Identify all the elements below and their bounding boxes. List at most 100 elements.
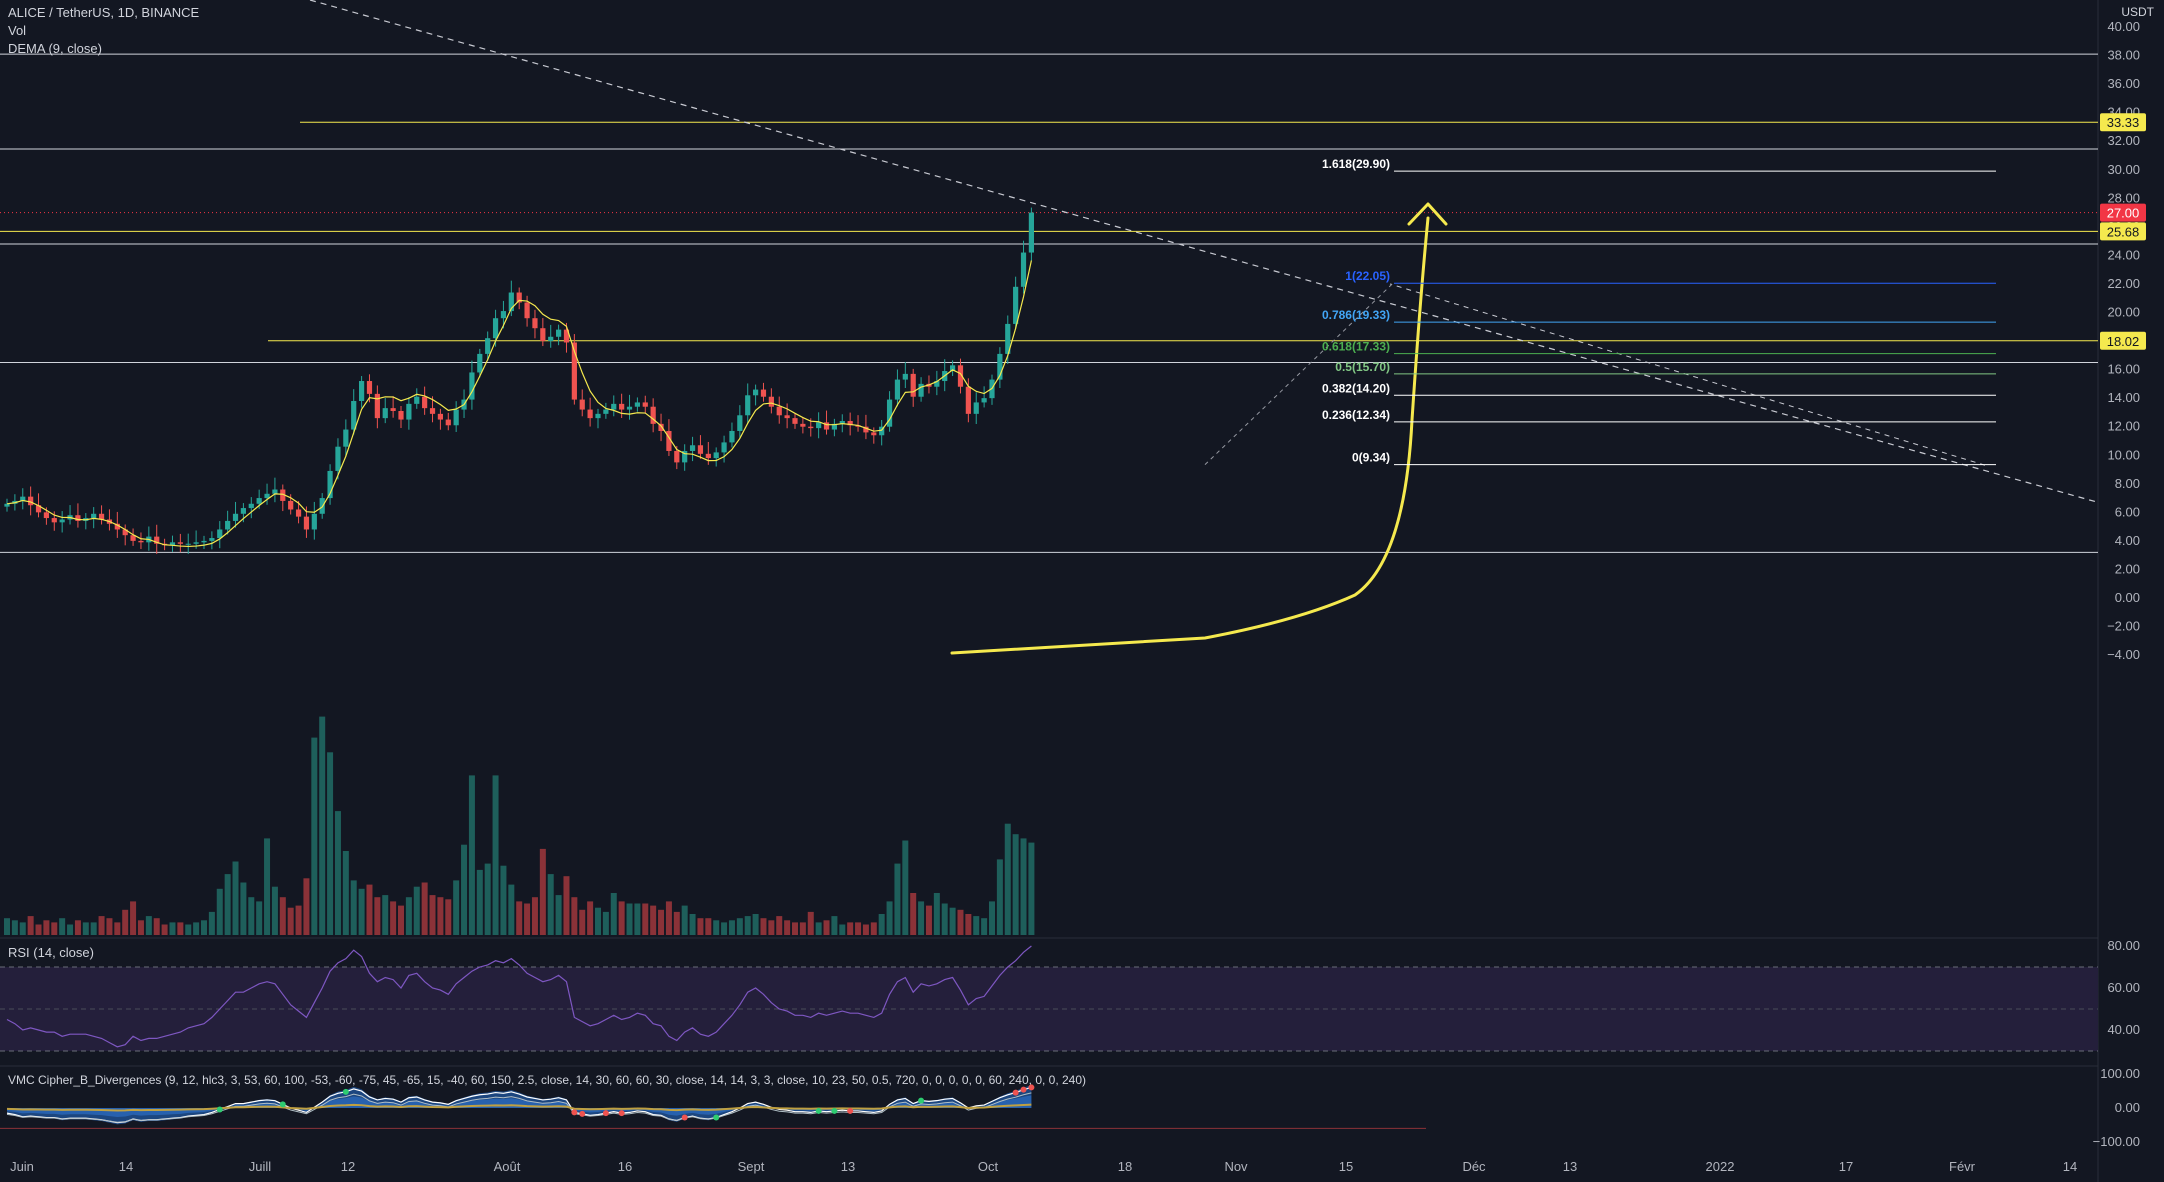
dema-line[interactable]: [6, 260, 1032, 548]
candle-body[interactable]: [556, 329, 562, 337]
candle-body[interactable]: [288, 500, 294, 510]
candle-body[interactable]: [689, 445, 696, 451]
candle-body[interactable]: [713, 452, 719, 459]
candle-body[interactable]: [745, 395, 751, 416]
candle-body[interactable]: [950, 365, 956, 372]
candle-body[interactable]: [753, 389, 759, 396]
candle-body[interactable]: [524, 302, 530, 319]
vol-indicator-label[interactable]: Vol: [8, 23, 27, 38]
candle-body[interactable]: [185, 543, 191, 545]
candle-body[interactable]: [721, 442, 727, 453]
candle-body[interactable]: [492, 318, 499, 339]
candle-body[interactable]: [138, 540, 144, 543]
candle-body[interactable]: [406, 403, 412, 420]
candle-body[interactable]: [75, 515, 81, 521]
price-tag[interactable]: [2100, 331, 2146, 350]
candle-body[interactable]: [154, 536, 160, 544]
candle-body[interactable]: [209, 538, 215, 541]
symbol-title[interactable]: ALICE / TetherUS, 1D, BINANCE: [8, 5, 200, 20]
vmc-pane-title[interactable]: VMC Cipher_B_Divergences (9, 12, hlc3, 3…: [8, 1073, 1087, 1087]
candle-body[interactable]: [98, 513, 105, 520]
candle-body[interactable]: [477, 353, 483, 373]
candle-body[interactable]: [792, 418, 798, 424]
candle-body[interactable]: [398, 410, 404, 420]
candle-body[interactable]: [500, 311, 507, 319]
candle-body[interactable]: [760, 389, 767, 397]
price-tag[interactable]: [2100, 203, 2146, 222]
candle-body[interactable]: [847, 420, 853, 426]
candle-body[interactable]: [248, 503, 254, 509]
candle-body[interactable]: [272, 489, 278, 494]
candle-body[interactable]: [839, 420, 845, 424]
candle-body[interactable]: [374, 393, 380, 419]
candle-body[interactable]: [784, 415, 790, 419]
candle-body[interactable]: [626, 406, 633, 410]
candle-body[interactable]: [303, 516, 310, 530]
candle-body[interactable]: [800, 423, 806, 427]
candle-body[interactable]: [729, 430, 735, 443]
candle-body[interactable]: [965, 386, 971, 414]
candle-body[interactable]: [35, 505, 42, 513]
candle-body[interactable]: [422, 396, 428, 409]
candle-body[interactable]: [697, 445, 704, 454]
candle-body[interactable]: [343, 429, 349, 447]
candle-body[interactable]: [816, 422, 822, 429]
candle-body[interactable]: [351, 401, 357, 430]
candle-body[interactable]: [516, 292, 522, 303]
candle-body[interactable]: [902, 373, 908, 380]
candle-body[interactable]: [611, 403, 617, 410]
candle-body[interactable]: [280, 489, 286, 501]
candle-body[interactable]: [295, 509, 302, 517]
trendline-secondary[interactable]: [1389, 283, 1986, 466]
candle-body[interactable]: [579, 399, 585, 410]
candle-body[interactable]: [768, 396, 774, 407]
candle-body[interactable]: [532, 318, 538, 329]
candle-body[interactable]: [232, 513, 239, 521]
candle-body[interactable]: [863, 426, 869, 433]
candle-body[interactable]: [981, 398, 987, 403]
candle-body[interactable]: [43, 512, 49, 519]
candle-body[interactable]: [894, 379, 901, 400]
candle-body[interactable]: [595, 413, 601, 419]
candle-body[interactable]: [548, 336, 554, 342]
candle-body[interactable]: [335, 446, 341, 471]
candle-body[interactable]: [130, 535, 136, 541]
candle-body[interactable]: [619, 403, 625, 410]
candle-body[interactable]: [871, 432, 877, 436]
price-tag[interactable]: [2100, 113, 2146, 132]
candle-body[interactable]: [359, 381, 365, 402]
candle-body[interactable]: [540, 328, 546, 342]
candle-body[interactable]: [634, 402, 640, 407]
candle-body[interactable]: [382, 408, 388, 419]
candle-body[interactable]: [366, 381, 373, 394]
candle-body[interactable]: [934, 381, 940, 387]
candle-body[interactable]: [51, 518, 57, 523]
candle-body[interactable]: [414, 396, 420, 404]
candle-body[interactable]: [1005, 323, 1011, 354]
drawn-curve[interactable]: [950, 216, 1430, 655]
candle-body[interactable]: [264, 493, 270, 499]
candle-body[interactable]: [910, 373, 916, 397]
candle-body[interactable]: [737, 415, 743, 431]
candle-body[interactable]: [20, 496, 26, 501]
candle-body[interactable]: [957, 365, 964, 387]
candle-body[interactable]: [650, 406, 656, 424]
candle-body[interactable]: [587, 409, 593, 419]
candle-body[interactable]: [997, 353, 1003, 380]
candle-body[interactable]: [808, 426, 814, 429]
candle-body[interactable]: [1013, 286, 1019, 324]
rsi-line[interactable]: [6, 945, 1032, 1048]
candle-body[interactable]: [705, 453, 711, 459]
candle-body[interactable]: [437, 413, 443, 420]
candle-body[interactable]: [311, 513, 317, 530]
candle-body[interactable]: [429, 408, 436, 414]
candle-body[interactable]: [1020, 252, 1027, 287]
candle-body[interactable]: [453, 409, 459, 426]
candle-body[interactable]: [973, 402, 979, 414]
fib-anchor-line[interactable]: [1204, 282, 1394, 466]
candle-body[interactable]: [603, 409, 609, 414]
candle-body[interactable]: [390, 408, 396, 411]
candle-body[interactable]: [823, 422, 830, 430]
rsi-pane-title[interactable]: RSI (14, close): [8, 945, 94, 960]
descending-trendline[interactable]: [309, 0, 2099, 503]
